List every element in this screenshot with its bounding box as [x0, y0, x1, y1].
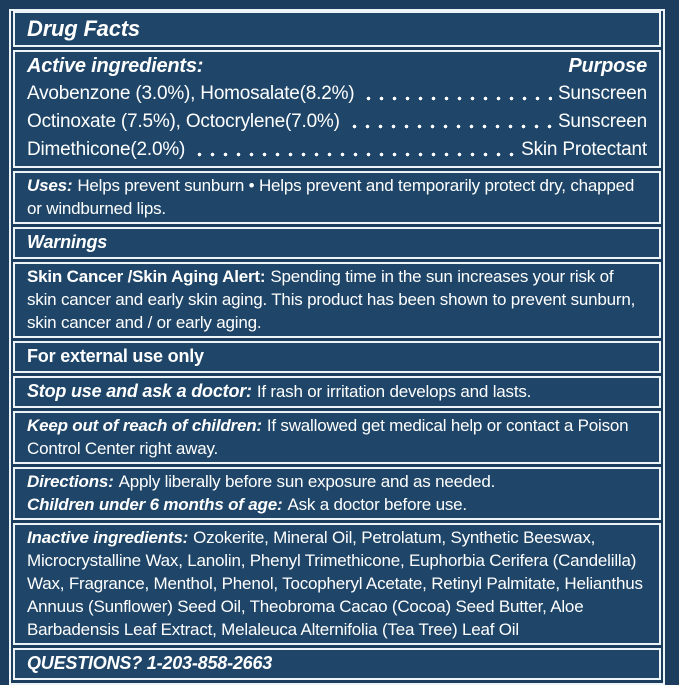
- warnings-heading: Warnings: [27, 232, 108, 252]
- stop-use-paragraph: Stop use and ask a doctor: If rash or irr…: [27, 379, 647, 404]
- skin-cancer-alert-label: Skin Cancer /Skin Aging Alert:: [27, 267, 266, 286]
- ingredient-purpose: Skin Protectant: [521, 139, 647, 160]
- ingredient-name: Dimethicone(2.0%): [27, 139, 186, 160]
- dotted-leader: [360, 96, 552, 101]
- uses-paragraph: Uses: Helps prevent sunburn • Helps preve…: [27, 174, 647, 220]
- external-use-text: For external use only: [27, 346, 204, 366]
- label-frame: Drug Facts Active ingredients: Purpose A…: [9, 9, 665, 685]
- warnings-section: Warnings: [13, 227, 661, 259]
- stop-use-label: Stop use and ask a doctor:: [27, 381, 252, 401]
- children-paragraph: Children under 6 months of age: Ask a doc…: [27, 493, 647, 516]
- active-ingredients-section: Active ingredients: Purpose Avobenzone (…: [13, 50, 661, 168]
- inactive-ingredients-section: Inactive ingredients: Ozokerite, Mineral …: [13, 523, 661, 645]
- active-ingredients-header: Active ingredients: Purpose: [27, 53, 647, 80]
- skin-cancer-alert-section: Skin Cancer /Skin Aging Alert: Spending t…: [13, 262, 661, 338]
- directions-paragraph: Directions: Apply liberally before sun ex…: [27, 470, 647, 493]
- ingredient-purpose: Sunscreen: [557, 111, 647, 132]
- dotted-leader: [191, 152, 516, 157]
- external-use-section: For external use only: [13, 341, 661, 373]
- directions-label: Directions:: [27, 472, 114, 491]
- uses-section: Uses: Helps prevent sunburn • Helps preve…: [13, 171, 661, 224]
- ingredient-row: Avobenzone (3.0%), Homosalate(8.2%) Suns…: [27, 80, 647, 108]
- ingredient-row: Octinoxate (7.5%), Octocrylene(7.0%) Sun…: [27, 108, 647, 136]
- ingredient-name: Octinoxate (7.5%), Octocrylene(7.0%): [27, 111, 340, 132]
- stop-use-text: If rash or irritation develops and lasts…: [256, 382, 532, 401]
- directions-section: Directions: Apply liberally before sun ex…: [13, 467, 661, 520]
- uses-text: Helps prevent sunburn • Helps prevent an…: [27, 176, 635, 218]
- directions-text: Apply liberally before sun exposure and …: [118, 472, 496, 491]
- keep-out-label: Keep out of reach of children:: [27, 416, 262, 435]
- skin-cancer-alert-text: Spending time in the sun increases your …: [27, 267, 636, 332]
- drug-facts-label: { "colors": { "background": "#1c3d5e", "…: [9, 9, 665, 685]
- uses-label: Uses:: [27, 176, 73, 195]
- drug-facts-title: Drug Facts: [27, 16, 140, 41]
- children-text: Ask a doctor before use.: [287, 495, 467, 514]
- children-label: Children under 6 months of age:: [27, 495, 283, 514]
- ingredient-name: Avobenzone (3.0%), Homosalate(8.2%): [27, 83, 355, 104]
- ingredient-purpose: Sunscreen: [557, 83, 647, 104]
- keep-out-text: If swallowed get medical help or contact…: [27, 416, 629, 458]
- purpose-column-heading: Purpose: [568, 55, 647, 77]
- questions-phone-text: QUESTIONS? 1-203-858-2663: [27, 653, 273, 673]
- stop-use-section: Stop use and ask a doctor: If rash or irr…: [13, 376, 661, 408]
- questions-section: QUESTIONS? 1-203-858-2663: [13, 648, 661, 680]
- active-ingredients-heading: Active ingredients:: [27, 55, 204, 77]
- inactive-ingredients-label: Inactive ingredients:: [27, 528, 189, 547]
- title-section: Drug Facts: [13, 11, 661, 47]
- keep-out-of-reach-section: Keep out of reach of children: If swallow…: [13, 411, 661, 464]
- ingredient-row: Dimethicone(2.0%) Skin Protectant: [27, 136, 647, 164]
- skin-cancer-alert-paragraph: Skin Cancer /Skin Aging Alert: Spending t…: [27, 265, 647, 334]
- inactive-ingredients-text: Ozokerite, Mineral Oil, Petrolatum, Synt…: [27, 528, 643, 639]
- keep-out-paragraph: Keep out of reach of children: If swallow…: [27, 414, 647, 460]
- dotted-leader: [345, 124, 552, 129]
- inactive-ingredients-paragraph: Inactive ingredients: Ozokerite, Mineral …: [27, 526, 647, 641]
